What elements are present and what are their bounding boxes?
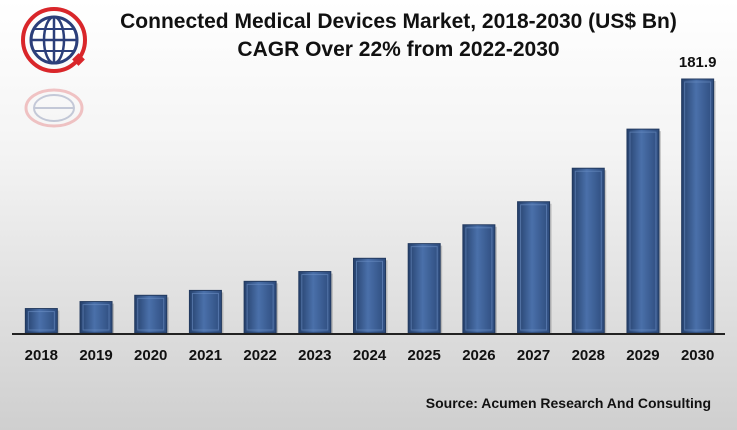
bar-rect [462,224,496,334]
bar-2030 [681,78,716,335]
bar-rect [626,128,660,334]
bar-bevel [465,227,493,331]
bar-bevel [684,81,712,331]
bar-bevel [82,304,110,331]
chart-title: Connected Medical Devices Market, 2018-2… [120,10,677,33]
bar-rect [353,257,386,334]
bar-2018 [24,308,60,335]
chart-subtitle: CAGR Over 22% from 2022-2030 [237,38,560,61]
bar-2026 [462,224,497,335]
globe-logo-icon [21,7,87,73]
bar-2020 [134,294,169,335]
bar-bevel [137,297,165,331]
bar-2029 [626,128,661,335]
bar-bevel [629,131,657,331]
bar-bevel [246,283,274,331]
bar-2028 [571,167,607,335]
logo-reflection [24,88,84,128]
bar-bevel [356,260,383,331]
x-tick-label: 2030 [681,347,714,364]
x-tick-label: 2028 [572,347,605,364]
x-tick-label: 2027 [517,347,550,364]
x-tick-label: 2018 [25,347,58,364]
x-tick-label: 2029 [626,347,659,364]
bar-bevel [301,274,329,331]
bar-2021 [188,289,224,335]
bar-2027 [517,201,552,335]
bar-rect [188,289,222,334]
data-label: 181.9 [679,54,717,71]
bar-rect [79,301,113,334]
x-tick-label: 2026 [462,347,495,364]
bar-rect [243,280,277,334]
bar-bevel [27,311,55,331]
bar-bevel [574,170,602,331]
x-tick-label: 2025 [408,347,441,364]
source-note: Source: Acumen Research And Consulting [425,395,711,411]
bar-2019 [79,301,115,335]
bar-bevel [520,204,548,331]
x-tick-label: 2023 [298,347,331,364]
bar-rect [134,294,168,334]
bar-rect [517,201,551,334]
bar-rect [681,78,715,334]
bar-rect [407,243,441,334]
bar-2025 [407,243,443,335]
bar-rect [298,271,332,334]
bar-2022 [243,280,279,335]
bar-bevel [191,292,219,331]
x-tick-label: 2022 [243,347,276,364]
x-tick-label: 2019 [79,347,112,364]
bar-2023 [298,271,333,335]
x-tick-label: 2024 [353,347,387,364]
x-tick-label: 2021 [189,347,222,364]
bar-rect [571,167,605,334]
bar-bevel [410,246,438,331]
bar-rect [24,308,58,334]
x-tick-label: 2020 [134,347,167,364]
bar-2024 [353,257,388,335]
